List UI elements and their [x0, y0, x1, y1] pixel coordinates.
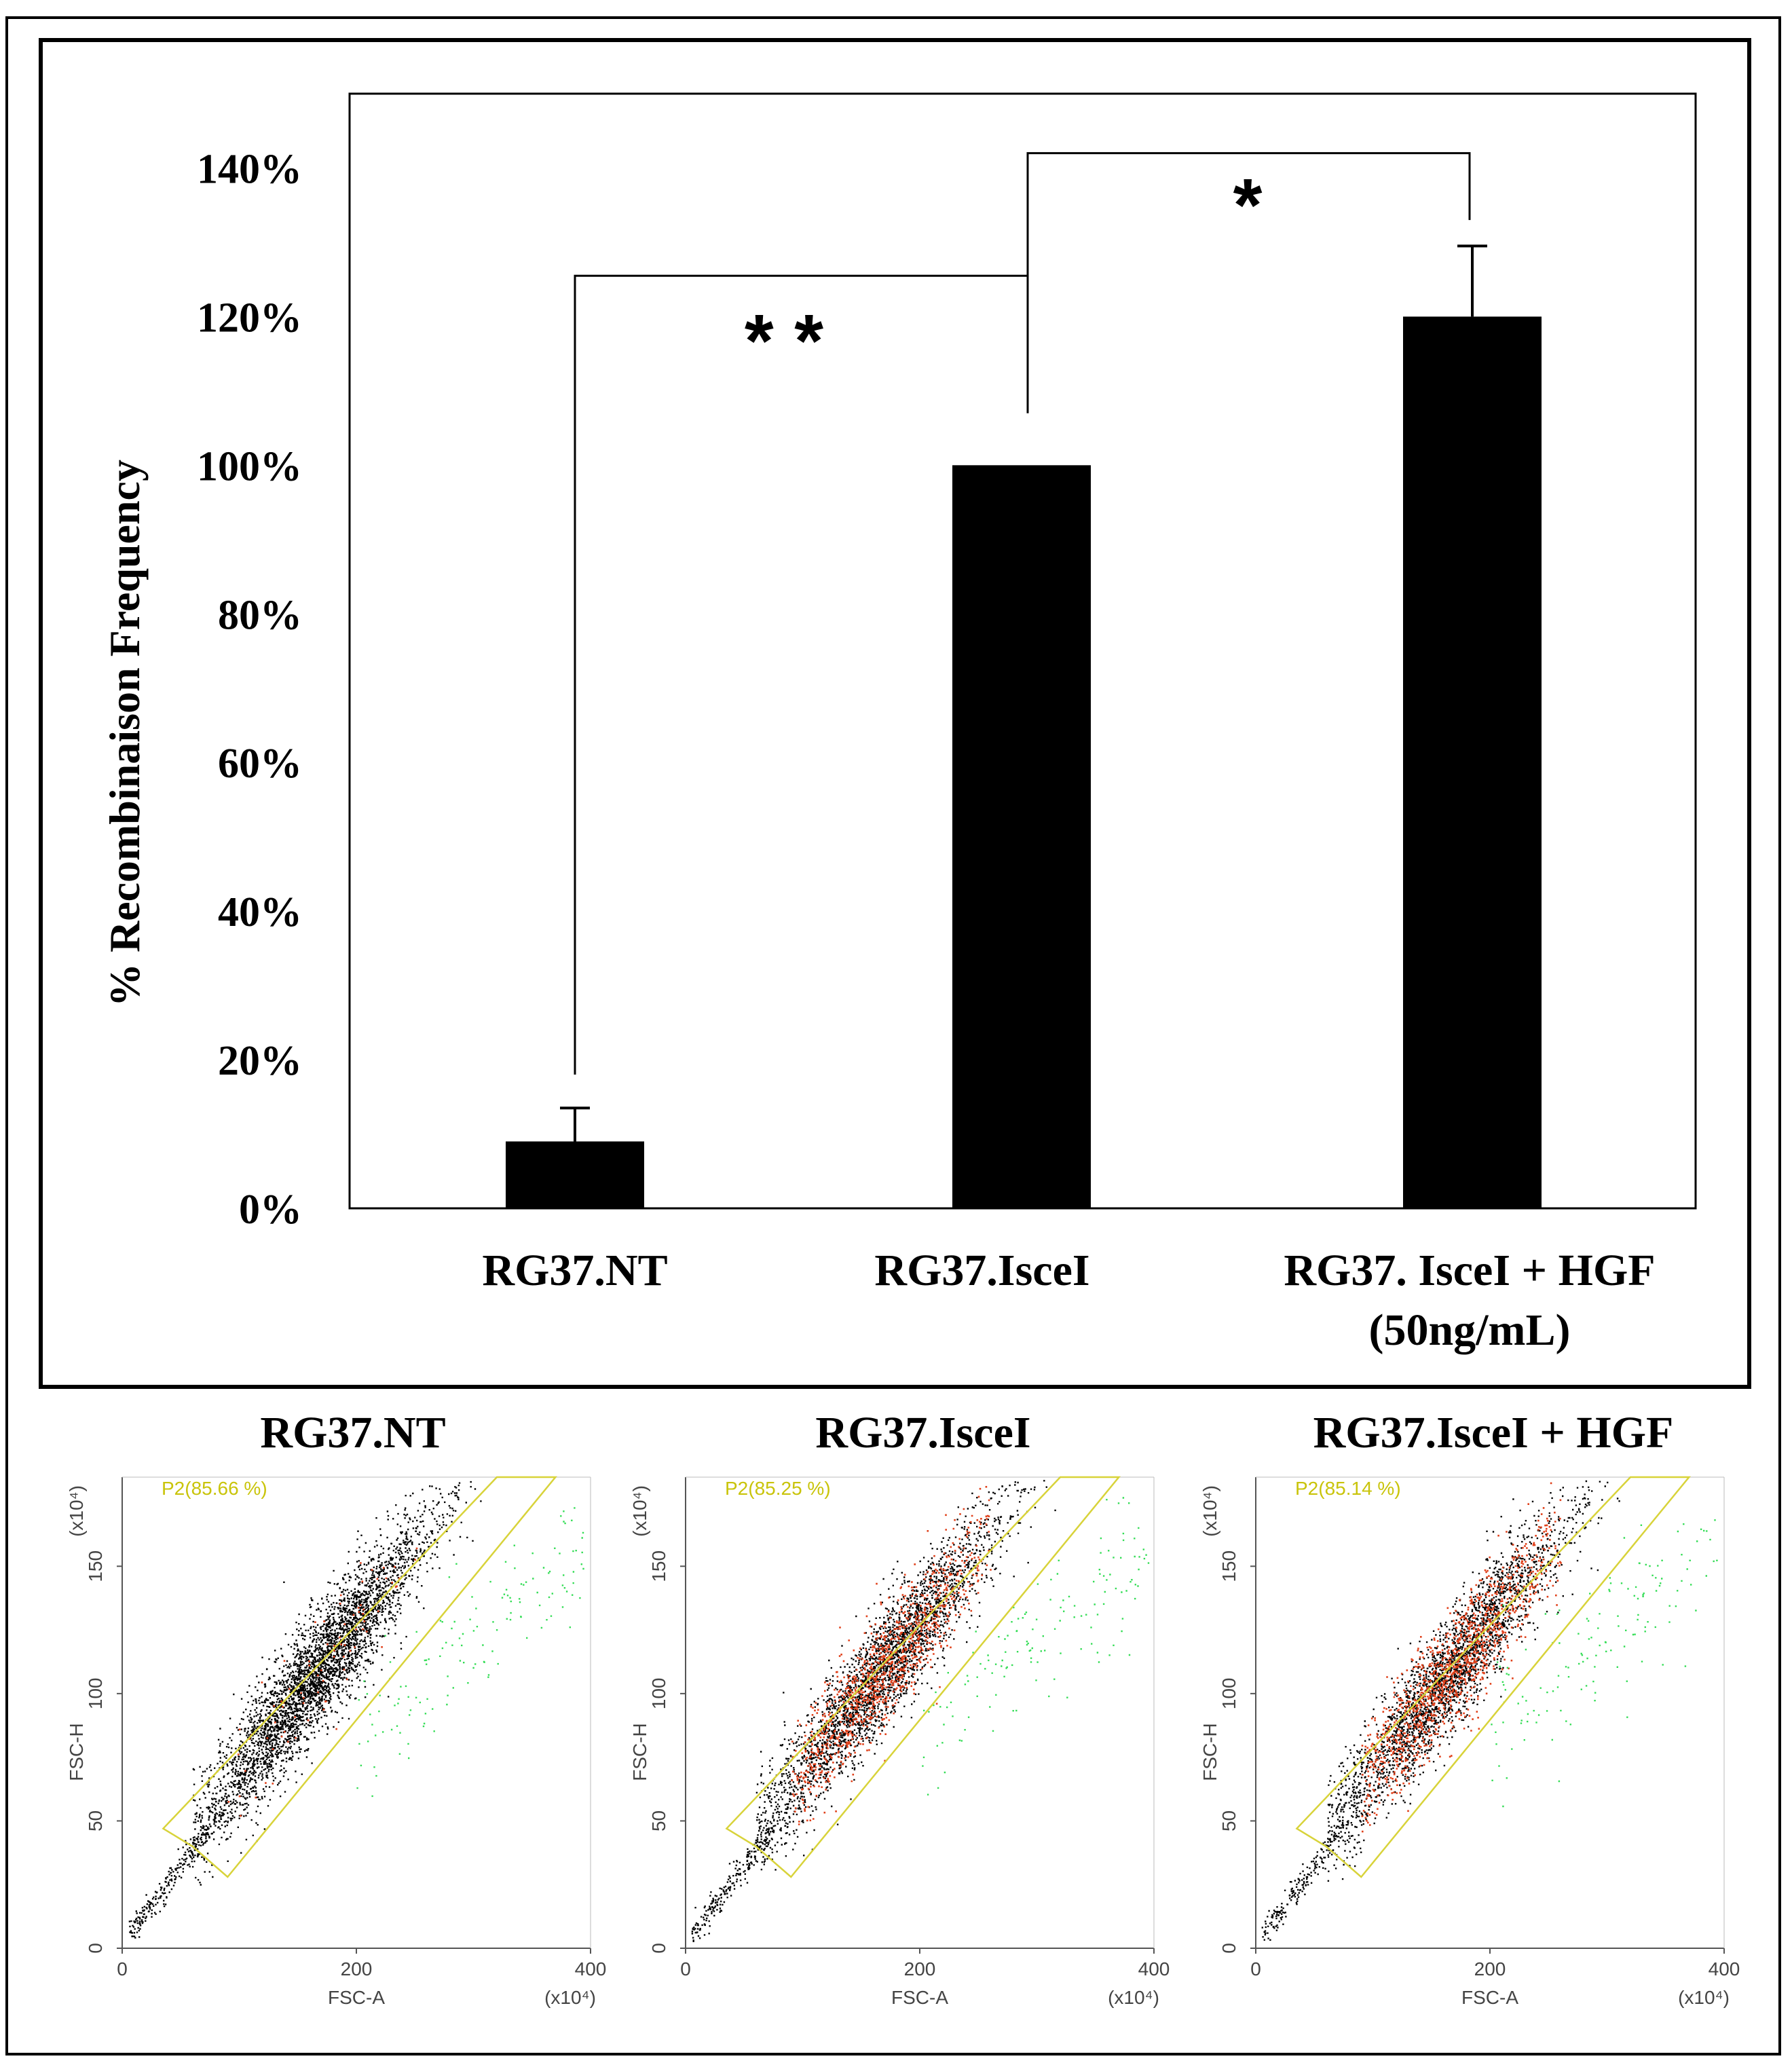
- significance-bracket: [1026, 152, 1471, 276]
- gate-label: P2(85.25 %): [725, 1478, 831, 1499]
- gate-p2: [162, 1476, 557, 1878]
- y-tick-label: 100: [85, 1678, 106, 1710]
- events-outside-gate: [356, 1507, 584, 1798]
- y-tick-label: 50: [1218, 1810, 1239, 1831]
- x-tick-label: 200: [1474, 1958, 1506, 1979]
- panel-title: RG37.IsceI + HGF: [1313, 1408, 1674, 1457]
- gate-p2: [725, 1476, 1121, 1878]
- gate-label: P2(85.66 %): [162, 1478, 267, 1499]
- bar: [1403, 316, 1542, 1208]
- scatter-points: [1261, 1480, 1718, 1941]
- y-scale-label: (x10⁴): [1199, 1485, 1220, 1537]
- x-tick-label: 400: [1138, 1958, 1170, 1979]
- bars: [506, 244, 1542, 1209]
- gate-label: P2(85.14 %): [1295, 1478, 1401, 1499]
- panel-title: RG37.IsceI: [815, 1408, 1030, 1457]
- flow-panel: RG37.IsceI P2(85.25 %) 0 200 400 0 50 100 150 FSC…: [629, 1408, 1170, 2008]
- x-tick-label: 400: [575, 1958, 607, 1979]
- y-tick-label: 80%: [218, 592, 302, 638]
- figure-frame: [5, 16, 1781, 2055]
- y-tick-label: 100: [1218, 1678, 1239, 1710]
- flow-panel: RG37.NT P2(85.66 %) 0 200 400 0 50 100 150 FSC-A (…: [66, 1408, 606, 2008]
- panel-title: RG37.NT: [260, 1408, 445, 1457]
- bar: [952, 465, 1091, 1209]
- bar-chart: 0% 20% 40% 60% 80% 100% 120% 140% % Recombinais…: [100, 92, 1697, 1355]
- x-scale-label: (x10⁴): [544, 1987, 596, 2008]
- x-scale-label: (x10⁴): [1108, 1987, 1159, 2008]
- scatter-points: [691, 1480, 1150, 1942]
- x-tick-label: 200: [904, 1958, 936, 1979]
- y-tick-label: 0: [1218, 1943, 1239, 1954]
- x-axis-labels: RG37.NT RG37.IsceI RG37. IsceI + HGF (50ng/…: [482, 1246, 1655, 1355]
- y-tick-label: 0%: [239, 1187, 302, 1233]
- gate-p2: [1295, 1476, 1691, 1878]
- y-tick-label: 150: [1218, 1550, 1239, 1582]
- y-scale-label: (x10⁴): [66, 1485, 87, 1537]
- y-tick-label: 20%: [218, 1038, 302, 1084]
- y-tick-label: 120%: [197, 295, 302, 341]
- y-tick-label: 60%: [218, 741, 302, 787]
- x-tick-label: RG37. IsceI + HGF: [1284, 1246, 1655, 1295]
- significance-label: *: [1233, 164, 1263, 247]
- x-scale-label: (x10⁴): [1678, 1987, 1730, 2008]
- x-axis-title: FSC-A: [328, 1987, 385, 2008]
- significance-label: * *: [745, 299, 823, 383]
- y-tick-label: 40%: [218, 889, 302, 935]
- y-axis: 0% 20% 40% 60% 80% 100% 120% 140%: [197, 146, 302, 1233]
- y-scale-label: (x10⁴): [629, 1485, 650, 1537]
- events-outside-gate: [922, 1497, 1150, 1796]
- y-tick-label: 50: [648, 1810, 669, 1831]
- events-hot: [1361, 1482, 1562, 1833]
- x-tick-label: 0: [1250, 1958, 1261, 1979]
- flow-cytometry-panels: RG37.NT P2(85.66 %) 0 200 400 0 50 100 150 FSC-A (…: [66, 1408, 1740, 2008]
- significance-bracket: [574, 274, 1029, 1075]
- bar-chart-panel: [39, 38, 1751, 1389]
- y-tick-label: 150: [85, 1550, 106, 1582]
- y-axis-title: FSC-H: [629, 1723, 650, 1781]
- x-tick-label: 0: [117, 1958, 128, 1979]
- events-black: [691, 1480, 1056, 1942]
- y-tick-label: 100: [648, 1678, 669, 1710]
- y-tick-label: 0: [85, 1943, 106, 1954]
- x-tick-label: RG37.IsceI: [874, 1246, 1089, 1295]
- y-tick-label: 140%: [197, 146, 302, 192]
- y-axis-title: % Recombinaison Frequency: [100, 460, 149, 1007]
- events-black: [1261, 1480, 1620, 1941]
- x-tick-label: (50ng/mL): [1369, 1305, 1571, 1355]
- y-tick-label: 0: [648, 1943, 669, 1954]
- x-tick-label: 0: [680, 1958, 691, 1979]
- flow-panel: RG37.IsceI + HGF P2(85.14 %) 0 200 400 0 50 100…: [1199, 1408, 1740, 2008]
- x-tick-label: 200: [341, 1958, 373, 1979]
- y-axis-title: FSC-H: [1199, 1723, 1220, 1781]
- x-axis-title: FSC-A: [1461, 1987, 1518, 2008]
- y-axis-title: FSC-H: [66, 1723, 87, 1781]
- bar: [506, 1141, 644, 1208]
- x-axis-title: FSC-A: [891, 1987, 948, 2008]
- scatter-points: [128, 1481, 584, 1939]
- y-tick-label: 150: [648, 1550, 669, 1582]
- y-tick-label: 100%: [197, 443, 302, 489]
- events-black: [128, 1481, 482, 1939]
- x-tick-label: RG37.NT: [482, 1246, 667, 1295]
- x-tick-label: 400: [1709, 1958, 1740, 1979]
- y-tick-label: 50: [85, 1810, 106, 1831]
- significance-brackets: * * *: [574, 152, 1471, 1075]
